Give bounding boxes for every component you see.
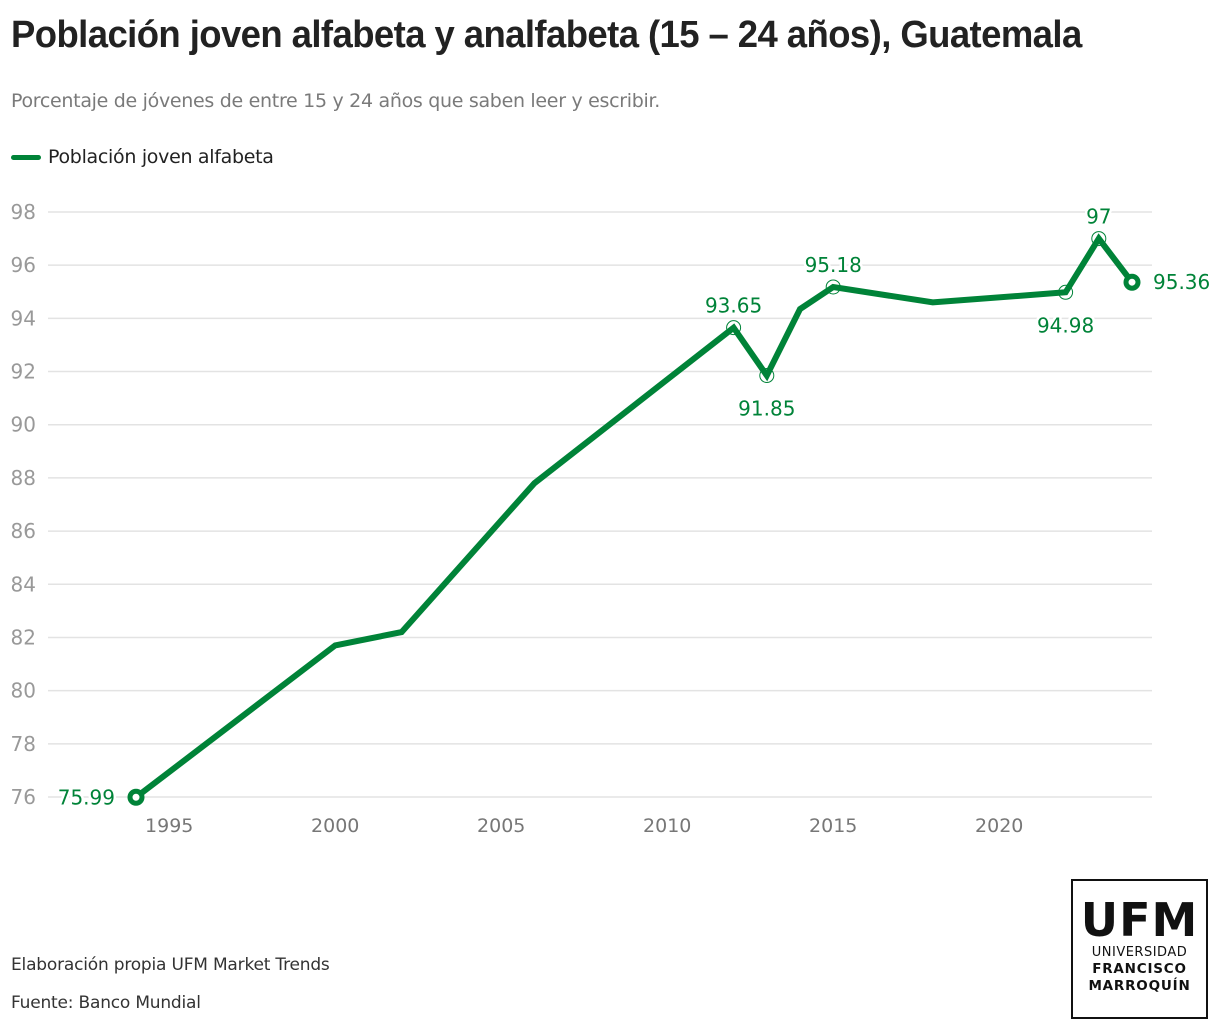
y-tick-label: 98 xyxy=(11,200,36,224)
logo-line-2: FRANCISCO xyxy=(1092,961,1187,977)
data-label-halo: 94.98 xyxy=(1037,313,1094,337)
y-tick-label: 94 xyxy=(11,306,36,330)
source-text: Fuente: Banco Mundial xyxy=(11,993,201,1013)
data-label: 95.36 xyxy=(1153,270,1210,294)
data-label: 97 xyxy=(1086,205,1111,229)
legend: Población joven alfabeta xyxy=(11,146,274,168)
data-label: 93.65 xyxy=(705,294,762,318)
chart-title: Población joven alfabeta y analfabeta (1… xyxy=(11,14,1082,56)
data-labels: 75.9975.9993.6593.6591.8591.8595.1895.18… xyxy=(55,202,1213,812)
logo-acronym: UFM xyxy=(1080,893,1199,947)
x-tick-label: 2015 xyxy=(809,815,857,837)
y-axis-ticks: 76 78 80 82 84 86 88 90 92 94 96 98 xyxy=(11,200,36,809)
y-tick-label: 82 xyxy=(11,625,36,649)
x-tick-label: 2000 xyxy=(311,815,359,837)
y-tick-label: 96 xyxy=(11,253,36,277)
credit-text: Elaboración propia UFM Market Trends xyxy=(11,955,330,975)
data-label-halo: 75.99 xyxy=(58,785,115,809)
data-label-halo: 97 xyxy=(1086,205,1111,229)
legend-swatch xyxy=(11,154,41,160)
highlight-ring xyxy=(825,279,841,295)
y-tick-label: 80 xyxy=(11,679,36,703)
highlight-ring xyxy=(1058,284,1074,300)
gridlines xyxy=(48,211,1152,798)
y-tick-label: 76 xyxy=(11,785,36,809)
logo-line-1: UNIVERSIDAD xyxy=(1091,945,1188,960)
x-tick-label: 2020 xyxy=(975,815,1023,837)
logo-line-3: MARROQUÍN xyxy=(1088,978,1191,994)
y-tick-label: 88 xyxy=(11,466,36,490)
data-label-halo: 95.18 xyxy=(805,253,862,277)
data-label: 94.98 xyxy=(1037,313,1094,337)
x-axis-ticks: 1995 2000 2005 2010 2015 2020 xyxy=(145,815,1023,837)
data-label-halo: 93.65 xyxy=(705,294,762,318)
y-tick-label: 86 xyxy=(11,519,36,543)
x-tick-label: 1995 xyxy=(145,815,193,837)
ufm-logo: UFM UNIVERSIDAD FRANCISCO MARROQUÍN xyxy=(1071,879,1208,1019)
y-tick-label: 90 xyxy=(11,413,36,437)
markers xyxy=(127,231,1141,806)
series-line xyxy=(133,233,1135,801)
highlight-ring xyxy=(759,368,775,384)
x-tick-label: 2005 xyxy=(477,815,525,837)
endpoint-marker xyxy=(127,788,145,806)
chart-subtitle: Porcentaje de jóvenes de entre 15 y 24 a… xyxy=(11,90,661,112)
y-tick-label: 78 xyxy=(11,732,36,756)
x-tick-label: 2010 xyxy=(643,815,691,837)
data-label: 91.85 xyxy=(738,397,795,421)
highlight-ring xyxy=(1091,231,1107,247)
y-tick-label: 92 xyxy=(11,360,36,384)
data-label: 95.18 xyxy=(805,253,862,277)
line-chart: 76 78 80 82 84 86 88 90 92 94 96 98 1995 2000 2005 201… xyxy=(10,200,1213,837)
data-label: 75.99 xyxy=(58,785,115,809)
highlight-ring xyxy=(726,320,742,336)
series-line-group xyxy=(133,233,1135,801)
y-tick-label: 84 xyxy=(11,572,36,596)
legend-label: Población joven alfabeta xyxy=(48,146,274,168)
endpoint-marker xyxy=(1123,273,1141,291)
data-label-halo: 91.85 xyxy=(738,397,795,421)
data-label-halo: 95.36 xyxy=(1153,270,1210,294)
